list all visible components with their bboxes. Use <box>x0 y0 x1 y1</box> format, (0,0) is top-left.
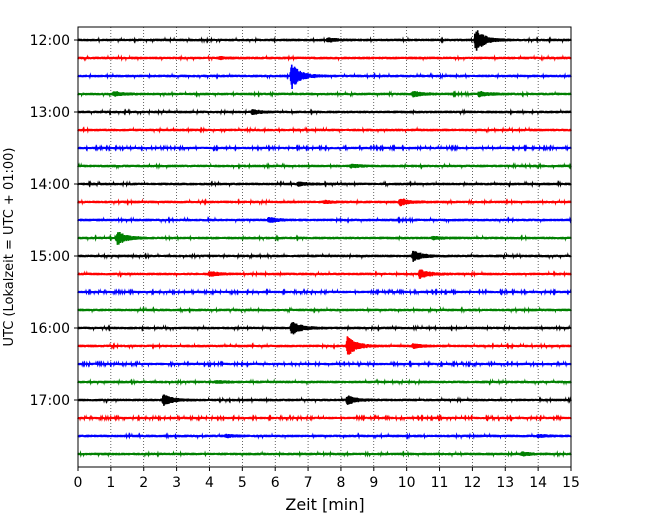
x-tick-label: 9 <box>369 475 378 491</box>
trace-1200 <box>77 30 572 51</box>
x-tick-label: 15 <box>562 475 580 491</box>
y-tick-label: 12:00 <box>30 33 70 49</box>
y-tick-label: 17:00 <box>30 393 70 409</box>
trace-1715 <box>77 414 572 422</box>
trace-1445 <box>77 231 572 245</box>
x-tick-label: 12 <box>463 475 481 491</box>
trace-1300 <box>77 108 572 116</box>
y-axis-ticks: 12:00 13:00 14:00 15:00 16:00 17:00 <box>30 33 78 409</box>
trace-1245 <box>77 90 572 98</box>
trace-1215 <box>77 54 572 62</box>
y-tick-label: 16:00 <box>30 321 70 337</box>
x-tick-label: 5 <box>238 475 247 491</box>
x-axis-label: Zeit [min] <box>285 495 364 514</box>
x-tick-label: 2 <box>139 475 148 491</box>
trace-1330 <box>77 143 572 152</box>
trace-1545 <box>77 306 572 314</box>
x-tick-label: 13 <box>496 475 514 491</box>
trace-1230 <box>77 64 572 89</box>
trace-1515 <box>77 269 572 279</box>
trace-1500 <box>77 250 572 262</box>
x-tick-label: 4 <box>205 475 214 491</box>
trace-1745 <box>77 450 572 458</box>
trace-1600 <box>77 321 572 335</box>
seismogram-traces <box>77 30 572 458</box>
plot-frame <box>77 26 572 468</box>
y-tick-label: 15:00 <box>30 249 70 265</box>
trace-1630 <box>77 360 572 368</box>
y-tick-label: 13:00 <box>30 105 70 121</box>
x-tick-label: 14 <box>529 475 547 491</box>
x-tick-label: 10 <box>398 475 416 491</box>
trace-1700 <box>77 394 572 406</box>
trace-1415 <box>77 198 572 207</box>
trace-1400 <box>77 180 572 188</box>
x-tick-label: 6 <box>271 475 280 491</box>
x-tick-label: 3 <box>172 475 181 491</box>
x-tick-label: 0 <box>74 475 83 491</box>
x-tick-label: 11 <box>431 475 449 491</box>
trace-1315 <box>77 126 572 134</box>
trace-1730 <box>77 432 572 440</box>
trace-1615 <box>77 336 572 355</box>
y-tick-label: 14:00 <box>30 177 70 193</box>
x-tick-label: 7 <box>304 475 313 491</box>
trace-1345 <box>77 162 572 170</box>
trace-1430 <box>77 216 572 224</box>
trace-1530 <box>77 288 572 296</box>
x-tick-label: 8 <box>336 475 345 491</box>
x-axis-ticks: 0 1 2 3 4 5 6 7 8 9 10 11 12 13 14 15 <box>74 467 580 491</box>
y-axis-label: UTC (Lokalzeit = UTC + 01:00) <box>2 148 17 347</box>
trace-1645 <box>77 378 572 386</box>
x-tick-label: 1 <box>106 475 115 491</box>
